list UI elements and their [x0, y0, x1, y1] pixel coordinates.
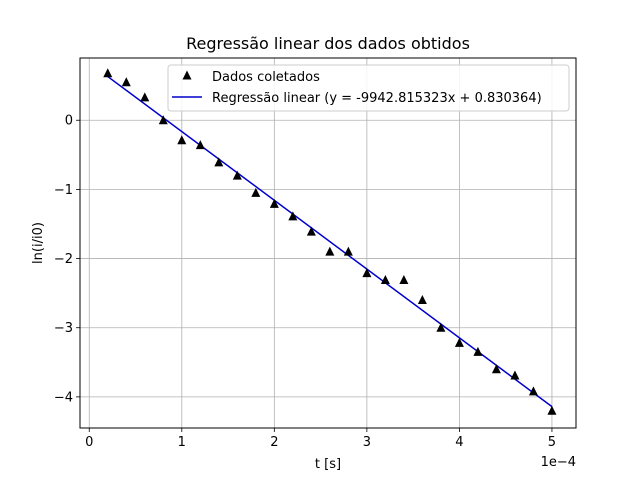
legend-label-regression: Regressão linear (y = -9942.815323x + 0.…: [212, 91, 542, 106]
data-point: [158, 115, 168, 125]
y-tick-label: −4: [54, 390, 73, 405]
y-tick-label: 0: [65, 114, 73, 129]
x-tick-label: 3: [363, 435, 371, 450]
y-axis-label: ln(i/i0): [31, 222, 46, 264]
data-point: [288, 211, 298, 221]
y-tick-label: −1: [54, 183, 73, 198]
x-tick-label: 0: [85, 435, 93, 450]
data-point: [140, 92, 150, 102]
x-tick-label: 2: [270, 435, 278, 450]
data-point: [103, 68, 113, 78]
data-point: [510, 370, 520, 380]
data-point: [417, 295, 427, 305]
data-point: [325, 246, 335, 256]
data-point: [177, 135, 187, 145]
data-point: [269, 198, 279, 208]
legend-triangle-marker: [182, 70, 192, 80]
x-tick-label: 5: [548, 435, 556, 450]
data-point: [343, 246, 353, 256]
data-point: [251, 187, 261, 197]
data-point: [121, 77, 131, 87]
data-point: [528, 386, 538, 396]
data-point: [399, 275, 409, 284]
data-point: [306, 226, 316, 236]
data-point: [454, 337, 464, 347]
data-point: [547, 405, 557, 415]
y-tick-label: −2: [54, 252, 73, 267]
legend: Dados coletados Regressão linear (y = -9…: [167, 64, 570, 112]
series-layer: [103, 68, 557, 415]
ticks: 0 1 2 3 4 5 0 −1 −2 −3 −4: [54, 114, 556, 450]
data-point: [214, 157, 224, 167]
data-point: [473, 346, 483, 356]
data-point: [436, 322, 446, 332]
data-point: [491, 364, 501, 374]
x-offset-label: 1e−4: [541, 455, 576, 470]
x-axis-label: t [s]: [315, 457, 341, 472]
legend-box: [167, 64, 570, 112]
data-point: [195, 140, 205, 150]
data-point: [232, 170, 242, 180]
x-tick-label: 4: [455, 435, 463, 450]
legend-label-data: Dados coletados: [212, 70, 320, 85]
data-point: [362, 268, 372, 278]
grid: [80, 58, 576, 428]
plot-frame: [79, 57, 577, 429]
data-point: [380, 275, 390, 284]
chart-title: Regressão linear dos dados obtidos: [186, 34, 470, 53]
x-tick-label: 1: [178, 435, 186, 450]
y-tick-label: −3: [54, 321, 73, 336]
